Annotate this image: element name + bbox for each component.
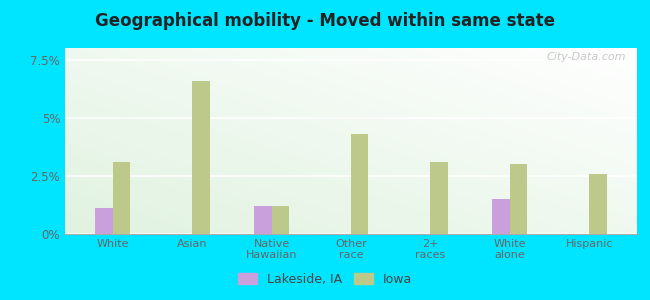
Bar — [430, 162, 448, 234]
Bar — [254, 206, 272, 234]
Bar — [272, 206, 289, 234]
Bar — [510, 164, 527, 234]
Text: City-Data.com: City-Data.com — [546, 52, 625, 62]
Text: Geographical mobility - Moved within same state: Geographical mobility - Moved within sam… — [95, 12, 555, 30]
Bar — [192, 80, 209, 234]
Legend: Lakeside, IA, Iowa: Lakeside, IA, Iowa — [233, 268, 417, 291]
Bar — [112, 162, 130, 234]
Bar — [351, 134, 369, 234]
Bar — [95, 208, 112, 234]
Bar — [493, 199, 510, 234]
Bar — [590, 173, 607, 234]
